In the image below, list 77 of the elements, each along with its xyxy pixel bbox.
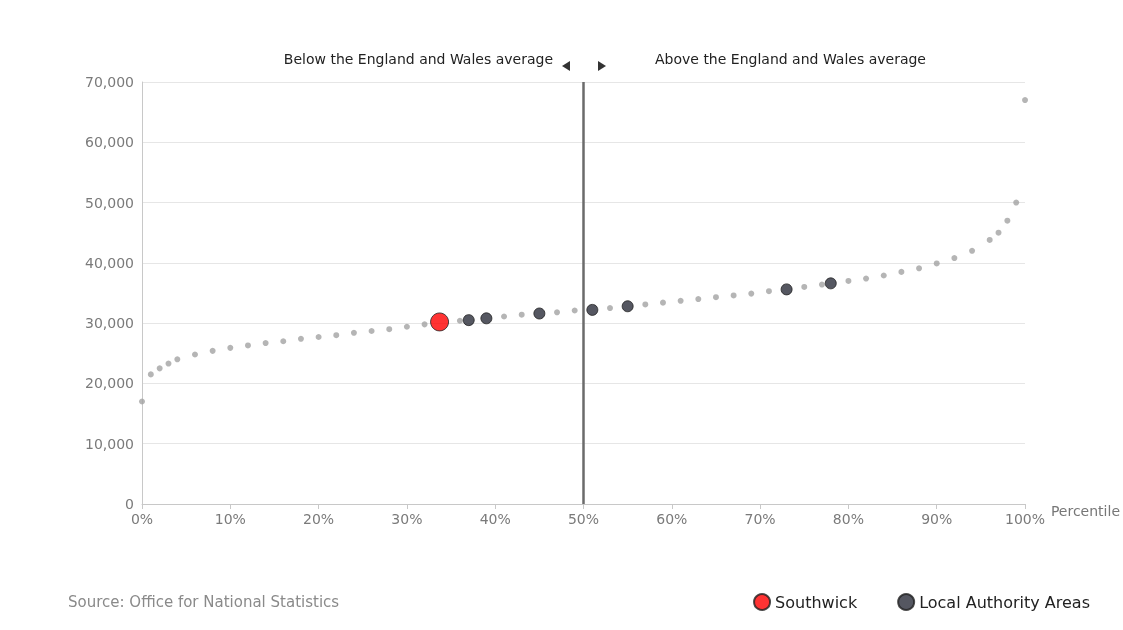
point	[748, 290, 755, 297]
point	[350, 329, 357, 336]
point	[262, 340, 269, 347]
point	[227, 344, 234, 351]
point	[191, 351, 198, 358]
point	[297, 335, 304, 342]
y-tick-label: 60,000	[85, 134, 134, 151]
point	[986, 236, 993, 243]
point	[533, 307, 546, 320]
point	[712, 294, 719, 301]
point	[695, 296, 702, 303]
point	[518, 311, 525, 318]
y-tick-label: 10,000	[85, 435, 134, 452]
point	[995, 229, 1002, 236]
point	[480, 312, 493, 325]
point	[462, 314, 475, 327]
point	[386, 326, 393, 333]
point	[765, 288, 772, 295]
point	[156, 365, 163, 372]
point	[677, 297, 684, 304]
x-tick-label: 40%	[479, 511, 511, 527]
x-tick-label: 90%	[921, 511, 953, 527]
point	[730, 292, 737, 299]
x-tick-label: 20%	[303, 511, 335, 527]
point	[780, 283, 793, 296]
point	[165, 360, 172, 367]
point	[898, 268, 905, 275]
point	[824, 277, 837, 290]
y-tick-label: 30,000	[85, 315, 134, 332]
point	[501, 313, 508, 320]
x-tick-label: 60%	[656, 511, 688, 527]
point	[430, 312, 450, 332]
legend-label: Southwick	[775, 592, 858, 612]
point	[280, 338, 287, 345]
point	[801, 283, 808, 290]
point	[147, 371, 154, 378]
point	[403, 323, 410, 330]
y-tick-label: 40,000	[85, 254, 134, 271]
point	[368, 327, 375, 334]
point	[621, 300, 634, 313]
text: Below the England and Wales average	[283, 51, 554, 67]
x-tick-label: 30%	[391, 511, 423, 527]
point	[315, 334, 322, 341]
y-tick-label: 70,000	[85, 74, 134, 90]
point	[586, 303, 599, 316]
text: Above the England and Wales average	[655, 51, 926, 67]
point	[421, 321, 428, 328]
x-tick-label: 100%	[1005, 511, 1046, 527]
x-tick-label: 0%	[130, 511, 154, 527]
point	[333, 332, 340, 339]
source-note: Source: Office for National Statistics	[68, 592, 340, 611]
point	[1022, 97, 1029, 104]
y-tick-label: 0	[125, 496, 134, 512]
point	[554, 309, 561, 316]
point	[1013, 199, 1020, 206]
point	[659, 299, 666, 306]
x-tick-label: 80%	[832, 511, 864, 527]
point	[951, 255, 958, 262]
x-axis-title: Percentile	[1050, 503, 1120, 519]
point	[244, 342, 251, 349]
point	[916, 265, 923, 272]
x-tick-label: 50%	[567, 511, 600, 527]
point	[174, 356, 181, 363]
legend-label: Local Authority Areas	[919, 592, 1091, 612]
y-tick-label: 20,000	[85, 375, 134, 392]
point	[969, 247, 976, 254]
x-tick-label: 70%	[744, 511, 776, 527]
point	[139, 398, 145, 405]
x-tick-label: 10%	[214, 511, 246, 527]
point	[209, 347, 216, 354]
y-tick-label: 50,000	[85, 194, 134, 211]
point	[1004, 217, 1011, 224]
point	[456, 317, 463, 324]
point	[607, 305, 613, 312]
point	[845, 277, 852, 284]
point	[863, 275, 870, 282]
point	[818, 281, 825, 288]
